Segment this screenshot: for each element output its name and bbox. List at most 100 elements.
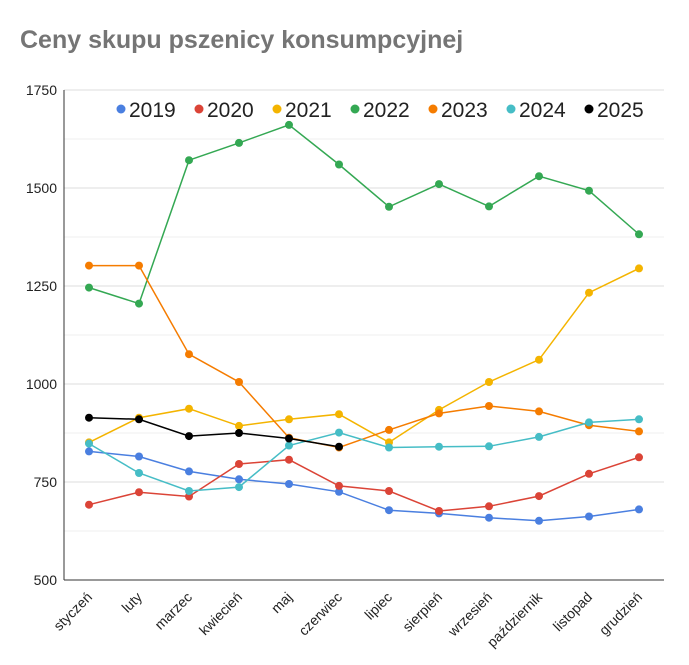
- data-point-2022: [85, 283, 93, 292]
- data-point-2020: [135, 488, 143, 497]
- data-point-2024: [285, 441, 293, 450]
- data-point-2020: [185, 492, 193, 501]
- data-point-2024: [135, 469, 143, 477]
- data-point-2020: [535, 492, 543, 501]
- y-tick-label: 1250: [26, 278, 57, 294]
- x-tick-label: maj: [268, 589, 295, 616]
- data-point-2020: [285, 455, 293, 464]
- data-point-2021: [285, 415, 293, 424]
- data-point-2022: [235, 138, 243, 147]
- x-tick-label: czerwiec: [295, 589, 345, 639]
- x-tick-label: listopad: [550, 589, 595, 634]
- y-tick-label: 1500: [26, 180, 57, 196]
- data-point-2023: [385, 425, 393, 434]
- legend-marker-2024: [506, 104, 516, 114]
- data-point-2022: [385, 202, 393, 211]
- data-point-2022: [185, 156, 193, 165]
- y-tick-label: 750: [34, 474, 58, 490]
- data-point-2021: [535, 355, 543, 364]
- data-point-2024: [85, 439, 93, 448]
- data-point-2021: [585, 288, 593, 297]
- data-point-2023: [85, 261, 93, 270]
- data-point-2020: [335, 481, 343, 490]
- legend-marker-2020: [194, 104, 204, 114]
- data-point-2020: [635, 453, 643, 462]
- data-point-2019: [85, 447, 93, 456]
- x-axis-ticks: styczeń luty marzec kwiecień maj czerwiec lipi…: [50, 588, 645, 650]
- legend-label-2024: 2024: [519, 99, 566, 122]
- series-line-2023: [89, 264, 640, 449]
- data-point-2019: [235, 475, 243, 484]
- data-point-2020: [235, 460, 243, 468]
- data-point-2019: [635, 505, 643, 514]
- data-point-2021: [635, 264, 643, 273]
- data-point-2024: [635, 415, 643, 424]
- data-point-2025: [135, 415, 143, 424]
- grid-lines: [64, 89, 664, 532]
- legend-label-2020: 2020: [207, 99, 254, 122]
- legend-label-2021: 2021: [285, 99, 332, 122]
- data-point-2025: [235, 429, 243, 437]
- y-tick-label: 500: [34, 572, 58, 588]
- legend-label-2023: 2023: [441, 99, 488, 122]
- data-point-2022: [285, 120, 293, 129]
- data-point-2025: [285, 434, 293, 443]
- data-point-2023: [435, 409, 443, 418]
- data-point-2022: [435, 180, 443, 189]
- data-point-2020: [585, 469, 593, 478]
- data-point-2022: [485, 202, 493, 211]
- legend-marker-2019: [116, 104, 126, 114]
- data-point-2021: [185, 404, 193, 413]
- x-tick-label: grudzień: [596, 589, 645, 638]
- data-point-2021: [235, 421, 243, 430]
- data-point-2024: [385, 443, 393, 452]
- data-point-2019: [535, 516, 543, 525]
- data-point-2024: [585, 418, 593, 427]
- data-point-2024: [335, 428, 343, 437]
- series-line-2024: [88, 418, 640, 492]
- data-point-2019: [585, 512, 593, 521]
- legend-label-2022: 2022: [363, 99, 410, 122]
- y-axis-ticks: 500 750 1000 1250 1500 1750: [26, 82, 57, 588]
- legend-label-2019: 2019: [129, 99, 176, 122]
- series-line-2021: [88, 267, 640, 444]
- series-line-2020: [88, 456, 640, 512]
- data-point-2021: [335, 410, 343, 419]
- legend-label-2025: 2025: [597, 99, 644, 122]
- legend-marker-2025: [584, 104, 594, 114]
- x-tick-label: marzec: [151, 589, 195, 633]
- series-line-2019: [88, 450, 640, 522]
- data-point-2022: [135, 299, 143, 308]
- data-point-2023: [485, 402, 493, 410]
- data-point-2024: [185, 487, 193, 495]
- data-point-2025: [185, 432, 193, 441]
- x-tick-label: sierpień: [399, 589, 445, 635]
- data-point-2023: [135, 261, 143, 270]
- data-point-2023: [535, 407, 543, 416]
- x-tick-label: październik: [484, 588, 546, 650]
- data-point-2022: [635, 230, 643, 239]
- series-lines: [85, 120, 643, 525]
- data-point-2023: [635, 427, 643, 436]
- data-point-2023: [185, 350, 193, 359]
- data-point-2020: [385, 487, 393, 495]
- axes: [63, 90, 664, 581]
- data-point-2022: [535, 172, 543, 181]
- data-point-2023: [235, 378, 243, 386]
- x-tick-label: wrzesień: [444, 589, 495, 640]
- legend[interactable]: 2019 2020 2021 2022 2023 2024 2025: [116, 99, 644, 122]
- data-point-2019: [185, 467, 193, 476]
- x-tick-label: lipiec: [361, 589, 395, 623]
- y-tick-label: 1750: [26, 82, 57, 98]
- data-point-2025: [85, 413, 93, 422]
- data-point-2019: [485, 513, 493, 522]
- data-point-2022: [585, 186, 593, 195]
- data-point-2019: [335, 487, 343, 496]
- legend-marker-2022: [350, 104, 360, 114]
- data-point-2024: [535, 432, 543, 441]
- legend-marker-2021: [272, 104, 282, 114]
- x-tick-label: luty: [118, 589, 145, 616]
- data-point-2024: [435, 442, 443, 451]
- data-point-2019: [135, 452, 143, 461]
